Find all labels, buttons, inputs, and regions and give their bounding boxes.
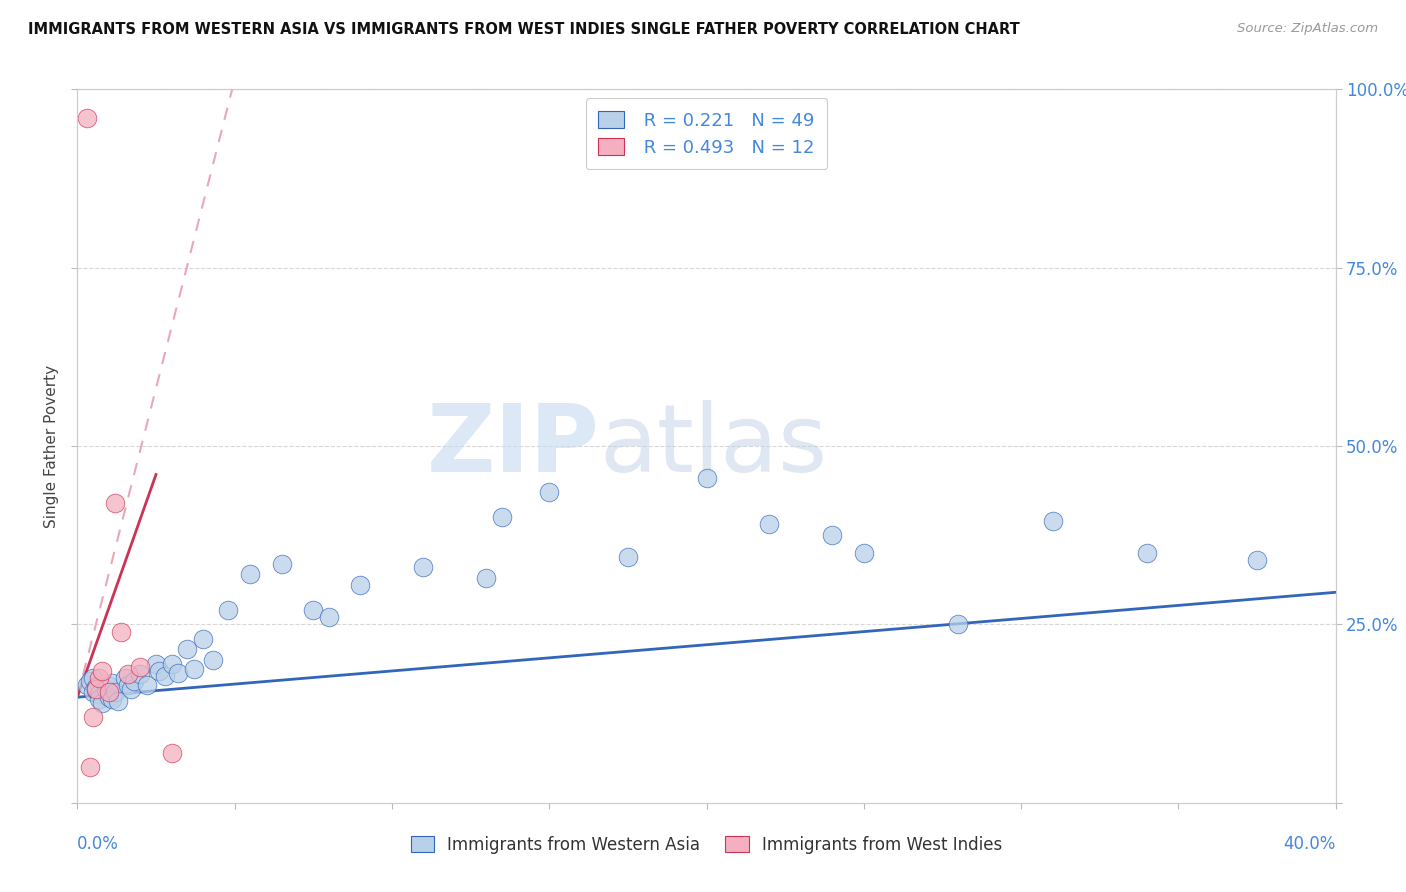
Point <box>82 671 104 685</box>
Point <box>91 664 114 678</box>
Point <box>114 671 136 685</box>
Point <box>1136 546 1159 560</box>
Point <box>617 549 640 564</box>
Point <box>129 660 152 674</box>
Point <box>97 685 120 699</box>
Point <box>104 685 127 699</box>
Point <box>349 578 371 592</box>
Point <box>79 674 101 689</box>
Point <box>270 557 292 571</box>
Point <box>91 696 114 710</box>
Point <box>84 681 107 696</box>
Point <box>412 560 434 574</box>
Text: atlas: atlas <box>599 400 828 492</box>
Point <box>183 662 205 676</box>
Point <box>104 496 127 510</box>
Point <box>89 692 111 706</box>
Y-axis label: Single Father Poverty: Single Father Poverty <box>44 365 59 527</box>
Text: IMMIGRANTS FROM WESTERN ASIA VS IMMIGRANTS FROM WEST INDIES SINGLE FATHER POVERT: IMMIGRANTS FROM WESTERN ASIA VS IMMIGRAN… <box>28 22 1019 37</box>
Point <box>201 653 224 667</box>
Point <box>76 111 98 125</box>
Point <box>852 546 875 560</box>
Point <box>101 692 124 706</box>
Point <box>160 657 183 671</box>
Point <box>821 528 844 542</box>
Point <box>176 642 198 657</box>
Point <box>79 760 101 774</box>
Point <box>318 610 340 624</box>
Legend: Immigrants from Western Asia, Immigrants from West Indies: Immigrants from Western Asia, Immigrants… <box>402 828 1011 863</box>
Point <box>120 681 142 696</box>
Point <box>167 665 190 680</box>
Point <box>135 678 157 692</box>
Point <box>97 680 120 694</box>
Point <box>155 669 177 683</box>
Text: ZIP: ZIP <box>426 400 599 492</box>
Point <box>1246 553 1268 567</box>
Point <box>538 485 561 500</box>
Point <box>696 471 718 485</box>
Point <box>84 680 107 694</box>
Point <box>491 510 513 524</box>
Point <box>191 632 215 646</box>
Point <box>758 517 780 532</box>
Point <box>89 671 111 685</box>
Point <box>76 678 98 692</box>
Point <box>122 674 145 689</box>
Point <box>110 624 132 639</box>
Point <box>94 681 117 696</box>
Point <box>948 617 970 632</box>
Point <box>217 603 239 617</box>
Point <box>89 687 111 701</box>
Point <box>82 685 104 699</box>
Point <box>475 571 498 585</box>
Point <box>84 683 107 698</box>
Point <box>82 710 104 724</box>
Point <box>117 667 139 681</box>
Point <box>302 603 325 617</box>
Point <box>148 664 170 678</box>
Text: 40.0%: 40.0% <box>1284 835 1336 853</box>
Point <box>97 690 120 705</box>
Text: Source: ZipAtlas.com: Source: ZipAtlas.com <box>1237 22 1378 36</box>
Point <box>160 746 183 760</box>
Point <box>101 676 124 690</box>
Point <box>239 567 262 582</box>
Point <box>1042 514 1064 528</box>
Point <box>129 667 152 681</box>
Point <box>107 694 129 708</box>
Point <box>117 678 139 692</box>
Text: 0.0%: 0.0% <box>77 835 120 853</box>
Point <box>145 657 167 671</box>
